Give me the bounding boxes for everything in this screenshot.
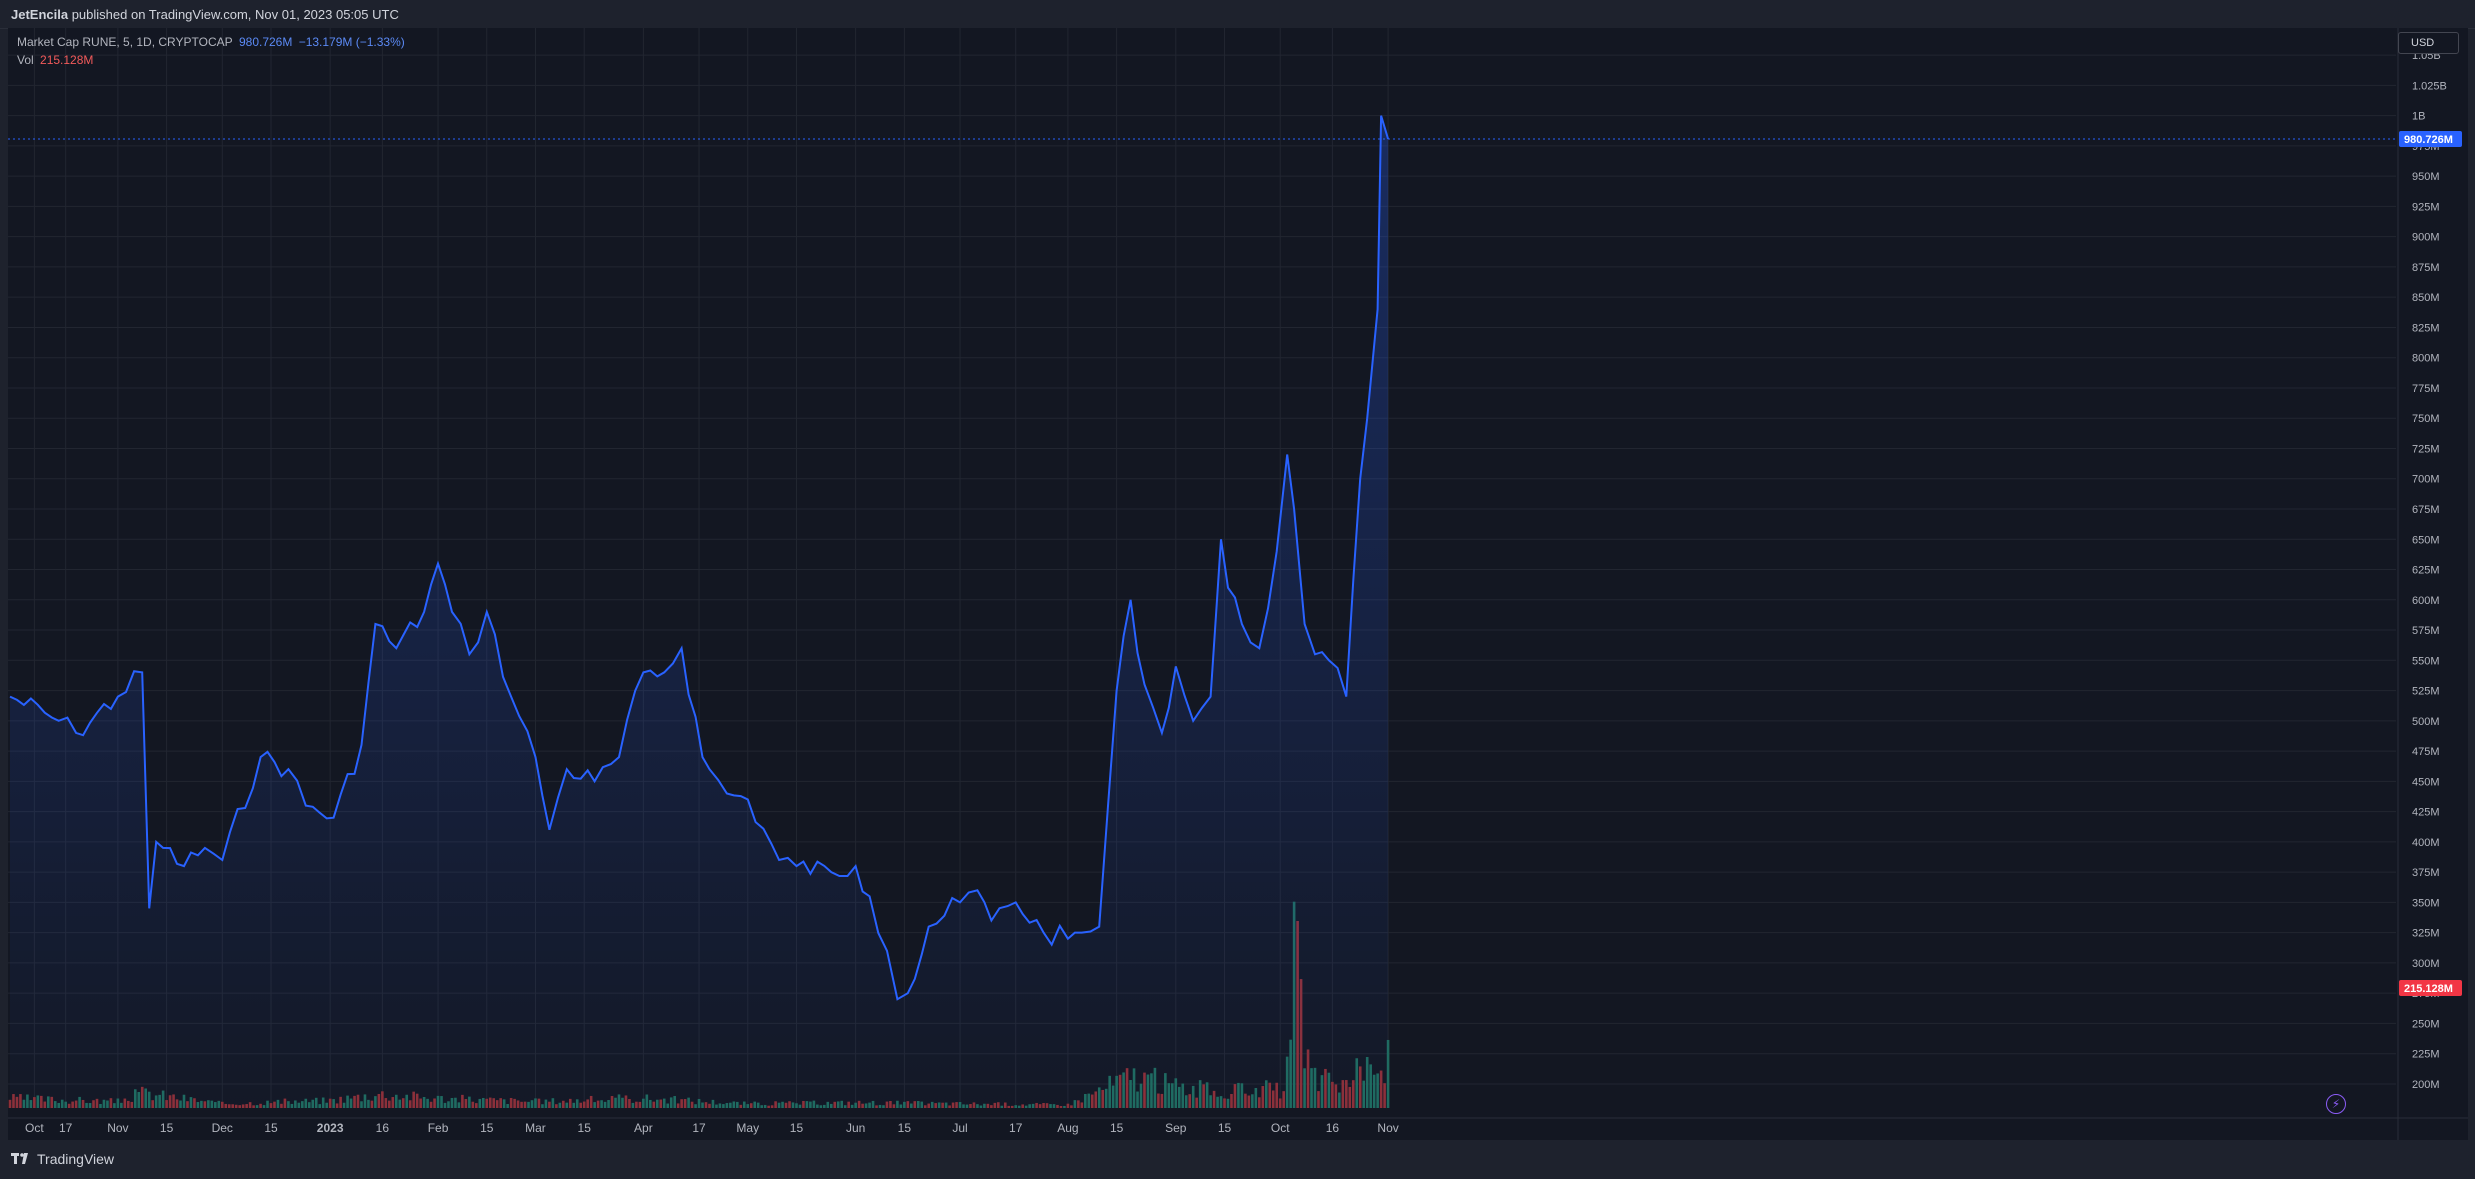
y-tick-label: 1.025B bbox=[2412, 80, 2447, 92]
y-tick-label: 225M bbox=[2412, 1049, 2440, 1061]
y-tick-label: 250M bbox=[2412, 1018, 2440, 1030]
top-bar: JetEncila published on TradingView.com, … bbox=[0, 0, 2475, 29]
y-tick-label: 350M bbox=[2412, 897, 2440, 909]
x-tick-label: Nov bbox=[107, 1121, 128, 1135]
y-tick-label: 300M bbox=[2412, 958, 2440, 970]
x-tick-label: 17 bbox=[59, 1121, 73, 1135]
currency-button[interactable]: USD bbox=[2398, 32, 2459, 54]
x-tick-label: Feb bbox=[428, 1121, 449, 1135]
axis-tags: 980.726M 215.128M bbox=[2399, 130, 2462, 996]
x-tick-label: 16 bbox=[1326, 1121, 1340, 1135]
y-tick-label: 875M bbox=[2412, 262, 2440, 274]
x-tick-label: Sep bbox=[1165, 1121, 1187, 1135]
x-tick-label: 17 bbox=[692, 1121, 706, 1135]
y-tick-label: 675M bbox=[2412, 504, 2440, 516]
x-tick-label: 17 bbox=[1009, 1121, 1023, 1135]
x-tick-label: 2023 bbox=[317, 1121, 344, 1135]
y-tick-label: 700M bbox=[2412, 474, 2440, 486]
y-tick-label: 750M bbox=[2412, 413, 2440, 425]
y-tick-label: 475M bbox=[2412, 746, 2440, 758]
y-tick-label: 1B bbox=[2412, 111, 2425, 123]
x-tick-label: 15 bbox=[1218, 1121, 1232, 1135]
tradingview-brand: TradingView bbox=[37, 1151, 115, 1167]
y-tick-label: 375M bbox=[2412, 867, 2440, 879]
volume-tag bbox=[2399, 980, 2462, 996]
x-tick-label: 15 bbox=[790, 1121, 804, 1135]
y-tick-label: 850M bbox=[2412, 292, 2440, 304]
y-tick-label: 200M bbox=[2412, 1079, 2440, 1091]
x-tick-label: 15 bbox=[264, 1121, 278, 1135]
x-tick-label: 15 bbox=[578, 1121, 592, 1135]
y-tick-label: 575M bbox=[2412, 625, 2440, 637]
x-tick-label: Aug bbox=[1057, 1121, 1078, 1135]
y-tick-label: 325M bbox=[2412, 928, 2440, 940]
tradingview-logo-icon bbox=[11, 1153, 28, 1164]
y-tick-label: 550M bbox=[2412, 655, 2440, 667]
x-tick-label: 15 bbox=[480, 1121, 494, 1135]
x-tick-label: Apr bbox=[634, 1121, 653, 1135]
legend-volume-row: Vol 215.128M bbox=[17, 51, 408, 69]
author-name[interactable]: JetEncila bbox=[11, 7, 69, 22]
chart-area[interactable]: 1.05B1.025B1B975M950M925M900M875M850M825… bbox=[8, 28, 2468, 1140]
y-tick-label: 425M bbox=[2412, 807, 2440, 819]
y-tick-label: 725M bbox=[2412, 443, 2440, 455]
y-tick-label: 650M bbox=[2412, 534, 2440, 546]
bottom-bar: TradingView bbox=[0, 1140, 2475, 1179]
y-tick-label: 500M bbox=[2412, 716, 2440, 728]
price-line bbox=[9, 115, 1390, 1001]
x-tick-label: Dec bbox=[212, 1121, 233, 1135]
x-tick-label: 15 bbox=[160, 1121, 174, 1135]
x-tick-label: Jun bbox=[846, 1121, 865, 1135]
x-tick-label: May bbox=[736, 1121, 759, 1135]
legend-change: −13.179M (−1.33%) bbox=[298, 35, 405, 49]
legend-main-row: Market Cap RUNE, 5, 1D, CRYPTOCAP 980.72… bbox=[17, 33, 408, 51]
y-tick-label: 625M bbox=[2412, 565, 2440, 577]
y-tick-label: 775M bbox=[2412, 383, 2440, 395]
y-tick-label: 600M bbox=[2412, 595, 2440, 607]
y-tick-label: 900M bbox=[2412, 232, 2440, 244]
y-tick-label: 400M bbox=[2412, 837, 2440, 849]
lightning-icon[interactable]: ⚡ bbox=[2326, 1094, 2346, 1114]
y-tick-label: 525M bbox=[2412, 686, 2440, 698]
chart-canvas[interactable]: 1.05B1.025B1B975M950M925M900M875M850M825… bbox=[8, 28, 2468, 1140]
y-tick-label: 925M bbox=[2412, 201, 2440, 213]
legend-vol-value: 215.128M bbox=[40, 53, 94, 67]
x-tick-label: Jul bbox=[952, 1121, 967, 1135]
x-tick-label: 15 bbox=[898, 1121, 912, 1135]
publish-text: published on TradingView.com, Nov 01, 20… bbox=[68, 7, 399, 22]
x-axis: Oct 17 Nov 15 Dec 15 2023 16 Feb 15 Mar 15 Apr 17 May 1… bbox=[25, 1121, 1399, 1135]
publish-info: JetEncila published on TradingView.com, … bbox=[11, 7, 399, 22]
x-tick-label: 16 bbox=[376, 1121, 390, 1135]
y-tick-label: 800M bbox=[2412, 353, 2440, 365]
tradingview-logo[interactable]: TradingView bbox=[11, 1151, 114, 1167]
volume-tag-text: 215.128M bbox=[2404, 983, 2453, 995]
y-axis: 1.05B1.025B1B975M950M925M900M875M850M825… bbox=[2412, 50, 2447, 1091]
x-tick-label: Mar bbox=[525, 1121, 546, 1135]
x-tick-label: 15 bbox=[1110, 1121, 1124, 1135]
y-tick-label: 825M bbox=[2412, 322, 2440, 334]
legend-value: 980.726M bbox=[238, 35, 293, 49]
y-tick-label: 950M bbox=[2412, 171, 2440, 183]
legend-symbol[interactable]: Market Cap RUNE, 5, 1D, CRYPTOCAP bbox=[17, 35, 233, 49]
x-tick-label: Oct bbox=[1271, 1121, 1290, 1135]
legend: Market Cap RUNE, 5, 1D, CRYPTOCAP 980.72… bbox=[17, 33, 408, 69]
last-price-tag bbox=[2399, 130, 2462, 147]
price-area-fill bbox=[10, 115, 1389, 1109]
x-tick-label: Nov bbox=[1377, 1121, 1398, 1135]
legend-vol-label[interactable]: Vol bbox=[17, 53, 34, 67]
x-tick-label: Oct bbox=[25, 1121, 44, 1135]
last-price-tag-text: 980.726M bbox=[2404, 134, 2453, 146]
y-tick-label: 450M bbox=[2412, 776, 2440, 788]
